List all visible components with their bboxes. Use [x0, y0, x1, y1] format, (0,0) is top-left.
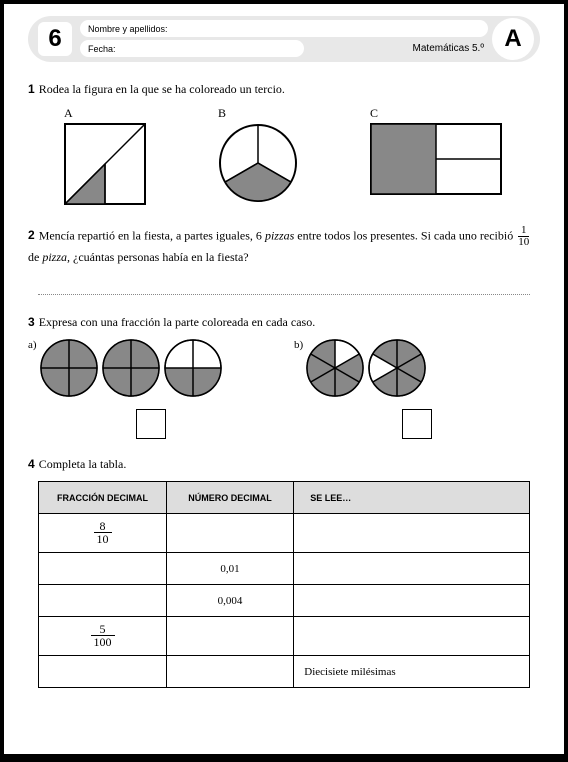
- q3-label-a: a): [28, 339, 37, 351]
- question-2: 2 Mencía repartió en la fiesta, a partes …: [28, 225, 540, 295]
- read-cell[interactable]: [294, 514, 529, 553]
- question-3: 3 Expresa con una fracción la parte color…: [28, 313, 540, 439]
- date-field[interactable]: Fecha:: [80, 40, 304, 57]
- q3-group-b: b): [294, 339, 540, 439]
- answer-line[interactable]: [38, 294, 530, 295]
- subject-label: Matemáticas 5.º: [413, 43, 484, 54]
- header-fields: Nombre y apellidos: Fecha:: [80, 20, 488, 60]
- q3-group-a: a): [28, 339, 274, 439]
- q4-body: 8100,010,0045100 Diecisiete milésimas: [39, 514, 530, 688]
- q2-pizza: pizza,: [42, 250, 70, 264]
- date-label: Fecha:: [88, 44, 116, 54]
- q1-text: Rodea la figura en la que se ha coloread…: [39, 82, 285, 96]
- table-row: 810: [39, 514, 530, 553]
- q2-fraction: 110: [518, 225, 529, 248]
- q3b-circles: [306, 339, 426, 397]
- q1-label-a: A: [64, 106, 146, 121]
- read-cell[interactable]: [294, 585, 529, 617]
- q2-prompt: 2 Mencía repartió en la fiesta, a partes …: [28, 225, 540, 266]
- worksheet-number: 6: [38, 22, 72, 56]
- frac-cell[interactable]: 810: [39, 514, 167, 553]
- table-row: 5100: [39, 617, 530, 656]
- q4-table: FRACCIÓN DECIMAL NÚMERO DECIMAL SE LEE… …: [38, 481, 530, 688]
- read-cell[interactable]: [294, 553, 529, 585]
- dec-cell[interactable]: 0,004: [166, 585, 294, 617]
- q3b-answer-box[interactable]: [402, 409, 432, 439]
- q2-text-a: Mencía repartió en la fiesta, a partes i…: [39, 228, 265, 242]
- q2-frac-den: 10: [518, 236, 529, 248]
- q2-pizzas: pizzas: [265, 228, 294, 242]
- dec-cell[interactable]: [166, 656, 294, 688]
- q1-fig-c: C: [370, 106, 504, 199]
- q2-frac-num: 1: [518, 225, 529, 236]
- q4-header-frac: FRACCIÓN DECIMAL: [39, 482, 167, 514]
- worksheet-header: 6 Nombre y apellidos: Fecha: Matemáticas…: [28, 16, 540, 62]
- q3-label-b: b): [294, 339, 303, 351]
- circle-thirds-icon: [218, 123, 298, 203]
- name-label: Nombre y apellidos:: [88, 24, 168, 34]
- q2-text-c: de: [28, 250, 42, 264]
- q3-prompt: 3 Expresa con una fracción la parte color…: [28, 313, 540, 331]
- frac-cell[interactable]: [39, 656, 167, 688]
- sixth-circle-icon: [368, 339, 426, 397]
- table-row: Diecisiete milésimas: [39, 656, 530, 688]
- table-row: 0,01: [39, 553, 530, 585]
- dec-cell[interactable]: [166, 617, 294, 656]
- q3-figures: a) b): [28, 339, 540, 439]
- worksheet-variant: A: [492, 18, 534, 60]
- q4-text: Completa la tabla.: [39, 457, 127, 471]
- quarter-circle-icon: [40, 339, 98, 397]
- q1-figures: A B C: [28, 106, 540, 209]
- square-thirds-icon: [64, 123, 146, 205]
- read-cell[interactable]: Diecisiete milésimas: [294, 656, 529, 688]
- frac-cell[interactable]: [39, 585, 167, 617]
- q3a-answer-box[interactable]: [136, 409, 166, 439]
- quarter-circle-icon: [102, 339, 160, 397]
- q3a-circles: [40, 339, 222, 397]
- q4-number: 4: [28, 457, 35, 471]
- q1-label-c: C: [370, 106, 504, 121]
- q2-text-d: ¿cuántas personas había en la fiesta?: [70, 250, 249, 264]
- question-4: 4 Completa la tabla. FRACCIÓN DECIMAL NÚM…: [28, 455, 540, 688]
- q1-label-b: B: [218, 106, 298, 121]
- rect-thirds-icon: [370, 123, 504, 195]
- q1-prompt: 1 Rodea la figura en la que se ha colorea…: [28, 80, 540, 98]
- q4-prompt: 4 Completa la tabla.: [28, 455, 540, 473]
- frac-cell[interactable]: [39, 553, 167, 585]
- question-1: 1 Rodea la figura en la que se ha colorea…: [28, 80, 540, 209]
- name-field[interactable]: Nombre y apellidos:: [80, 20, 488, 37]
- q1-number: 1: [28, 82, 35, 96]
- q4-header-dec: NÚMERO DECIMAL: [166, 482, 294, 514]
- q2-text-b: entre todos los presentes. Si cada uno r…: [294, 228, 516, 242]
- read-cell[interactable]: [294, 617, 529, 656]
- q2-number: 2: [28, 228, 35, 242]
- q1-fig-a: A: [64, 106, 146, 209]
- table-row: 0,004: [39, 585, 530, 617]
- dec-cell[interactable]: 0,01: [166, 553, 294, 585]
- quarter-circle-icon: [164, 339, 222, 397]
- dec-cell[interactable]: [166, 514, 294, 553]
- q3-text: Expresa con una fracción la parte colore…: [39, 315, 316, 329]
- q3-number: 3: [28, 315, 35, 329]
- q1-fig-b: B: [218, 106, 298, 207]
- sixth-circle-icon: [306, 339, 364, 397]
- worksheet-page: 6 Nombre y apellidos: Fecha: Matemáticas…: [4, 4, 564, 754]
- frac-cell[interactable]: 5100: [39, 617, 167, 656]
- q4-header-read: SE LEE…: [294, 482, 529, 514]
